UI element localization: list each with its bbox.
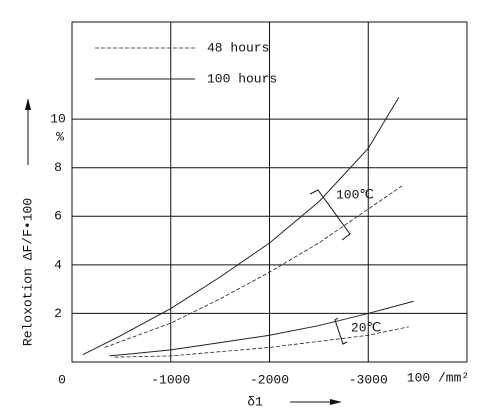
legend-label: 48 hours — [207, 40, 269, 55]
annotation: 20℃ — [351, 320, 381, 335]
line-series — [114, 326, 409, 358]
y-tick-label: 4 — [54, 257, 62, 272]
x-tick-label: -3000 — [349, 372, 388, 387]
y-tick-label: 8 — [54, 160, 62, 175]
line-series — [82, 97, 400, 356]
x-tick-label: 0 — [58, 372, 66, 387]
y-tick-label: 10 — [50, 112, 66, 127]
line-series — [104, 184, 405, 348]
x-unit: 100 /mm² — [407, 370, 469, 385]
x-tick-label: -2000 — [250, 372, 289, 387]
y-tick-label: 6 — [54, 209, 62, 224]
y-unit: % — [56, 129, 64, 144]
annotation: 100℃ — [336, 187, 374, 202]
x-tick-label: -1000 — [151, 372, 190, 387]
line-series — [109, 300, 414, 357]
y-axis-title: Reloxotion ΔF/F•100 — [20, 198, 35, 346]
x-axis-title: δ1 — [247, 394, 263, 409]
legend-label: 100 hours — [207, 71, 277, 86]
y-tick-label: 2 — [54, 306, 62, 321]
bracket — [309, 189, 351, 241]
bracket — [334, 317, 348, 345]
x-arrowhead — [330, 399, 342, 405]
y-arrowhead — [25, 98, 31, 110]
